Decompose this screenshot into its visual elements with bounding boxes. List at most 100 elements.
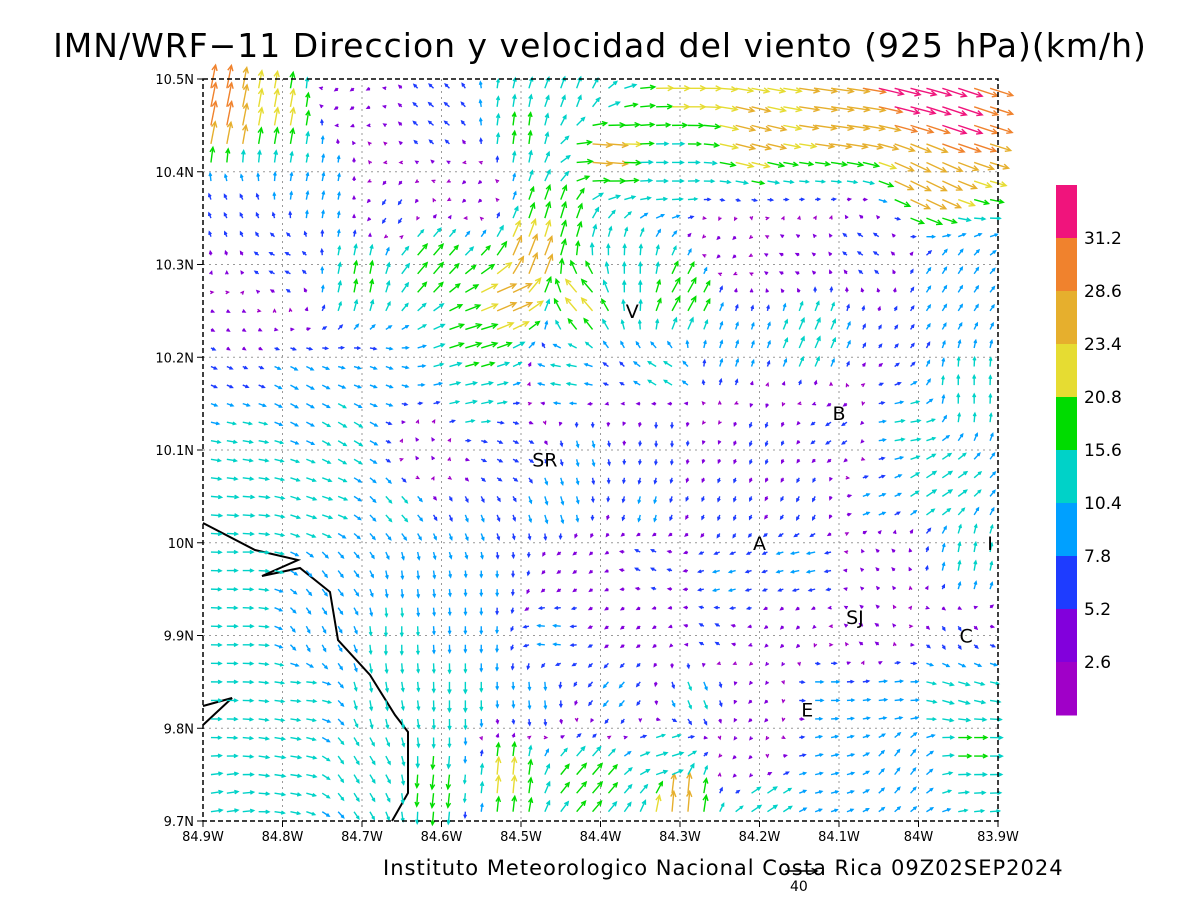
wind-vector bbox=[210, 735, 223, 740]
arrow-shaft bbox=[258, 773, 269, 777]
arrow-head bbox=[965, 717, 972, 723]
arrow-head bbox=[941, 627, 946, 632]
wind-vector bbox=[751, 804, 763, 813]
wind-vector bbox=[671, 700, 676, 708]
wind-vector bbox=[242, 549, 255, 555]
arrow-head bbox=[604, 569, 609, 573]
arrow-head bbox=[860, 660, 865, 665]
wind-vector bbox=[637, 496, 642, 505]
wind-vector bbox=[878, 733, 887, 739]
arrow-head bbox=[835, 771, 840, 776]
arrow-head bbox=[312, 515, 318, 520]
arrow-head bbox=[700, 533, 705, 538]
arrow-head bbox=[479, 648, 484, 654]
arrow-head bbox=[859, 586, 865, 591]
wind-vector bbox=[464, 551, 469, 560]
wind-vector bbox=[603, 662, 609, 669]
arrow-head bbox=[340, 554, 345, 560]
wind-vector bbox=[414, 793, 420, 808]
wind-vector bbox=[974, 772, 988, 778]
wind-vector bbox=[226, 531, 240, 537]
wind-vector bbox=[862, 475, 869, 479]
arrow-head bbox=[368, 631, 373, 637]
arrow-head bbox=[233, 735, 239, 740]
wind-vector bbox=[733, 477, 737, 484]
wind-vector bbox=[574, 422, 579, 429]
wind-vector bbox=[497, 420, 505, 425]
wind-vector bbox=[942, 717, 955, 723]
arrow-head bbox=[265, 568, 271, 574]
arrow-head bbox=[800, 680, 806, 685]
arrow-shaft bbox=[576, 800, 586, 813]
arrow-head bbox=[980, 699, 987, 705]
arrow-head bbox=[915, 698, 920, 703]
wind-vector bbox=[989, 451, 996, 460]
wind-vector bbox=[385, 755, 391, 766]
arrow-shaft bbox=[226, 790, 239, 794]
arrow-shaft bbox=[528, 798, 533, 812]
wind-vector bbox=[400, 607, 405, 618]
arrow-head bbox=[447, 707, 452, 714]
arrow-head bbox=[466, 438, 472, 443]
arrow-head bbox=[371, 816, 375, 821]
wind-vector bbox=[623, 750, 632, 757]
arrow-head bbox=[563, 747, 568, 753]
wind-vector bbox=[258, 513, 271, 518]
arrow-head bbox=[414, 801, 420, 808]
arrow-shaft bbox=[290, 773, 301, 777]
wind-vector bbox=[258, 587, 270, 592]
arrow-head bbox=[217, 531, 223, 537]
wind-vector bbox=[862, 493, 871, 498]
arrow-shaft bbox=[258, 532, 269, 536]
arrow-head bbox=[912, 767, 917, 772]
arrow-shaft bbox=[671, 769, 683, 776]
wind-vector bbox=[957, 452, 967, 460]
arrow-head bbox=[451, 419, 456, 424]
arrow-head bbox=[688, 705, 692, 710]
wind-vector bbox=[747, 624, 752, 629]
wind-vector bbox=[496, 496, 501, 503]
wind-vector bbox=[385, 495, 393, 504]
arrow-head bbox=[642, 734, 648, 739]
arrow-head bbox=[264, 736, 271, 741]
arrow-head bbox=[416, 706, 421, 712]
wind-vector bbox=[337, 551, 345, 560]
arrow-head bbox=[295, 459, 301, 464]
arrow-head bbox=[912, 786, 917, 791]
arrow-head bbox=[387, 779, 391, 785]
arrow-head bbox=[796, 478, 800, 484]
arrow-head bbox=[669, 479, 674, 485]
arrow-head bbox=[463, 741, 468, 746]
arrow-head bbox=[896, 786, 901, 791]
wind-vector bbox=[718, 681, 723, 689]
arrow-head bbox=[606, 515, 610, 521]
wind-vector bbox=[926, 734, 936, 739]
wind-vector bbox=[618, 568, 625, 573]
arrow-shaft bbox=[512, 742, 516, 757]
wind-vector bbox=[878, 768, 885, 776]
arrow-shaft bbox=[958, 718, 970, 722]
arrow-head bbox=[823, 569, 829, 574]
arrow-head bbox=[264, 661, 270, 667]
arrow-head bbox=[415, 650, 420, 656]
arrow-head bbox=[682, 587, 688, 592]
wind-vector bbox=[858, 641, 864, 646]
arrow-shaft bbox=[512, 757, 516, 775]
wind-vector bbox=[306, 736, 317, 742]
wind-vector bbox=[779, 625, 785, 630]
arrow-head bbox=[899, 455, 905, 460]
wind-vector bbox=[910, 679, 920, 684]
arrow-head bbox=[783, 754, 788, 758]
arrow-shaft bbox=[385, 681, 389, 692]
wind-vector bbox=[337, 644, 343, 653]
wind-vector bbox=[733, 736, 738, 741]
arrow-head bbox=[343, 478, 348, 483]
wind-vector bbox=[369, 681, 374, 693]
wind-vector bbox=[775, 569, 784, 574]
arrow-head bbox=[777, 533, 783, 538]
arrow-head bbox=[915, 455, 921, 460]
arrow-head bbox=[732, 661, 737, 665]
wind-vector bbox=[274, 662, 285, 667]
wind-vector bbox=[463, 589, 468, 598]
